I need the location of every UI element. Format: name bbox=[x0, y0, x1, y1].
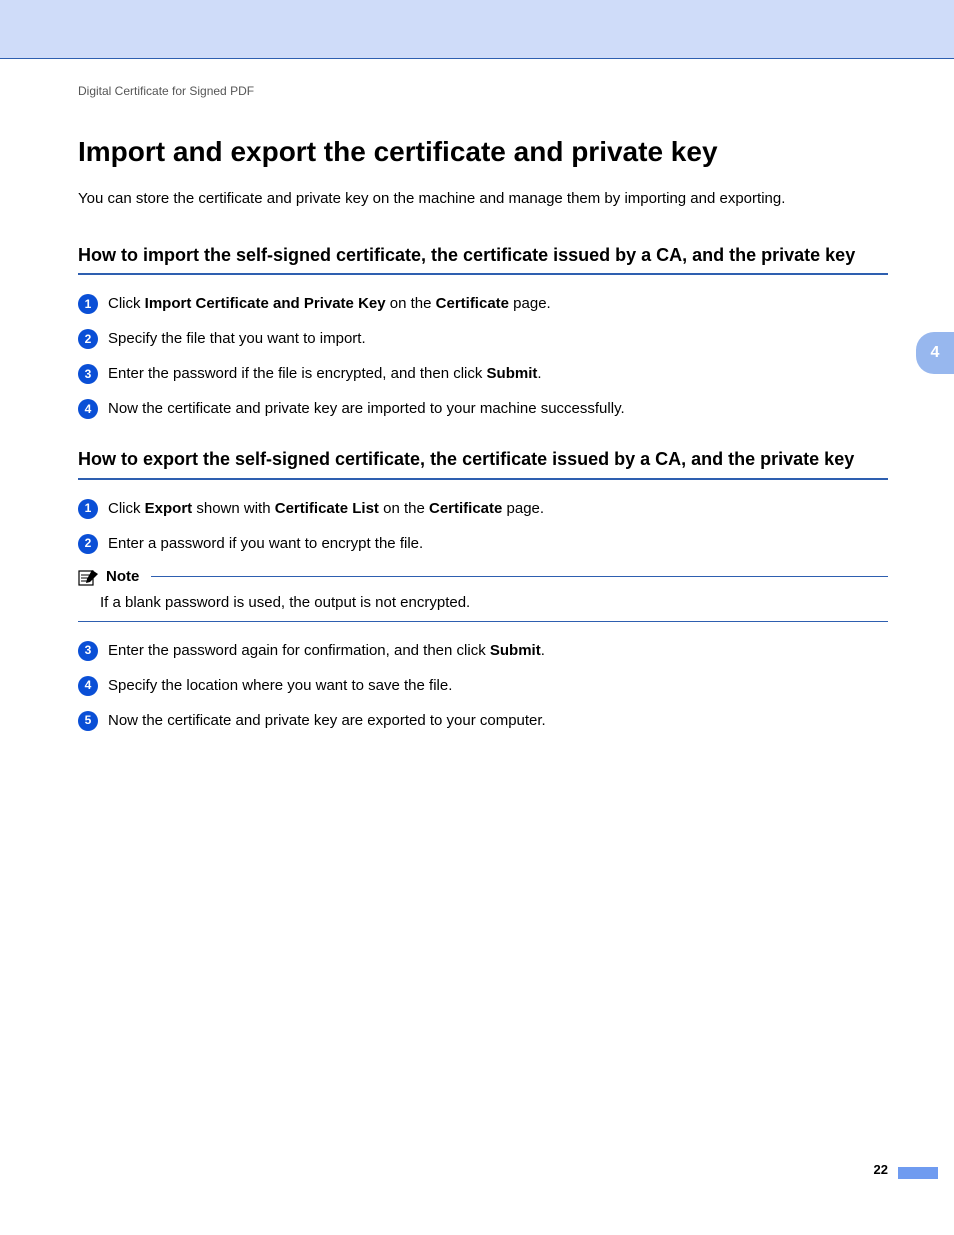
step-bullet: 3 bbox=[78, 641, 98, 661]
note-header: Note bbox=[78, 568, 888, 586]
step-text: Now the certificate and private key are … bbox=[108, 398, 625, 419]
step-text: Click Export shown with Certificate List… bbox=[108, 498, 544, 519]
page-title: Import and export the certificate and pr… bbox=[78, 136, 888, 168]
section-rule bbox=[78, 273, 888, 275]
section-heading: How to export the self-signed certificat… bbox=[78, 447, 888, 471]
step-text: Enter the password again for confirmatio… bbox=[108, 640, 545, 661]
step-item: 3 Enter the password if the file is encry… bbox=[78, 363, 888, 384]
note-block: Note If a blank password is used, the out… bbox=[78, 568, 888, 622]
note-top-line bbox=[151, 576, 888, 577]
step-item: 4 Now the certificate and private key are… bbox=[78, 398, 888, 419]
chapter-tab: 4 bbox=[916, 332, 954, 374]
note-icon bbox=[78, 568, 100, 586]
step-text: Specify the location where you want to s… bbox=[108, 675, 452, 696]
step-item: 3 Enter the password again for confirmati… bbox=[78, 640, 888, 661]
step-item: 5 Now the certificate and private key are… bbox=[78, 710, 888, 731]
step-bullet: 1 bbox=[78, 499, 98, 519]
step-item: 2 Specify the file that you want to impor… bbox=[78, 328, 888, 349]
step-text: Specify the file that you want to import… bbox=[108, 328, 366, 349]
step-text: Enter a password if you want to encrypt … bbox=[108, 533, 423, 554]
note-bottom-line bbox=[78, 621, 888, 622]
step-bullet: 2 bbox=[78, 329, 98, 349]
content-area: Digital Certificate for Signed PDF Impor… bbox=[78, 84, 888, 759]
note-label: Note bbox=[106, 568, 145, 585]
step-bullet: 4 bbox=[78, 676, 98, 696]
page: 4 Digital Certificate for Signed PDF Imp… bbox=[0, 0, 954, 1235]
step-bullet: 3 bbox=[78, 364, 98, 384]
section-rule bbox=[78, 478, 888, 480]
steps-list: 1 Click Export shown with Certificate Lis… bbox=[78, 498, 888, 731]
step-item: 1 Click Export shown with Certificate Lis… bbox=[78, 498, 888, 519]
step-item: 2 Enter a password if you want to encrypt… bbox=[78, 533, 888, 554]
steps-list: 1 Click Import Certificate and Private Ke… bbox=[78, 293, 888, 419]
section-heading: How to import the self-signed certificat… bbox=[78, 243, 888, 267]
step-bullet: 4 bbox=[78, 399, 98, 419]
step-bullet: 1 bbox=[78, 294, 98, 314]
step-bullet: 2 bbox=[78, 534, 98, 554]
breadcrumb: Digital Certificate for Signed PDF bbox=[78, 84, 888, 98]
step-text: Click Import Certificate and Private Key… bbox=[108, 293, 551, 314]
step-bullet: 5 bbox=[78, 711, 98, 731]
note-body: If a blank password is used, the output … bbox=[100, 592, 888, 613]
intro-paragraph: You can store the certificate and privat… bbox=[78, 188, 888, 209]
step-text: Enter the password if the file is encryp… bbox=[108, 363, 542, 384]
step-item: 4 Specify the location where you want to … bbox=[78, 675, 888, 696]
step-item: 1 Click Import Certificate and Private Ke… bbox=[78, 293, 888, 314]
page-number: 22 bbox=[874, 1162, 888, 1177]
step-text: Now the certificate and private key are … bbox=[108, 710, 546, 731]
header-rule bbox=[0, 58, 954, 59]
header-band bbox=[0, 0, 954, 58]
bottom-accent bbox=[898, 1167, 938, 1179]
